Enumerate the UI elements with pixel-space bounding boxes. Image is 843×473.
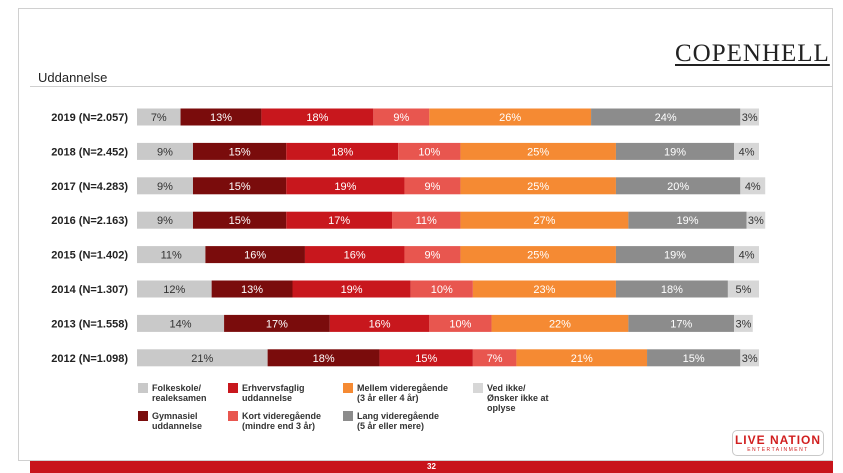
data-label: 18% <box>306 112 328 124</box>
legend-swatch <box>343 411 353 421</box>
category-label: 2019 (N=2.057) <box>51 112 128 124</box>
data-label: 16% <box>244 250 266 262</box>
legend-swatch <box>473 383 483 393</box>
legend-label: Lang videregående (5 år eller mere) <box>357 411 439 431</box>
legend-label: Folkeskole/ realeksamen <box>152 383 207 403</box>
legend-label: Mellem videregående (3 år eller 4 år) <box>357 383 448 403</box>
footer-bar: 32 <box>30 461 833 473</box>
data-label: 18% <box>661 284 683 296</box>
data-label: 15% <box>229 146 251 158</box>
data-label: 3% <box>748 215 764 227</box>
data-label: 26% <box>499 112 521 124</box>
data-label: 20% <box>667 181 689 193</box>
data-label: 3% <box>735 318 751 330</box>
legend-item-mellem_videregaaende: Mellem videregående (3 år eller 4 år) <box>343 383 448 403</box>
category-label: 2015 (N=1.402) <box>51 250 128 262</box>
data-label: 13% <box>241 284 263 296</box>
data-label: 4% <box>745 181 761 193</box>
legend-swatch <box>343 383 353 393</box>
data-label: 15% <box>415 353 437 365</box>
data-label: 18% <box>331 146 353 158</box>
data-label: 15% <box>229 215 251 227</box>
data-label: 19% <box>676 215 698 227</box>
brand-main-text: LIVE NATION <box>733 433 823 447</box>
category-label: 2012 (N=1.098) <box>51 353 128 365</box>
legend-item-gymnasiel: Gymnasiel uddannelse <box>138 411 202 431</box>
legend-label: Ved ikke/ Ønsker ikke at oplyse <box>487 383 558 413</box>
data-label: 7% <box>487 353 503 365</box>
legend-swatch <box>228 411 238 421</box>
brand-sub-text: ENTERTAINMENT <box>733 447 823 453</box>
data-label: 16% <box>369 318 391 330</box>
data-label: 4% <box>739 250 755 262</box>
data-label: 10% <box>418 146 440 158</box>
data-label: 9% <box>157 146 173 158</box>
data-label: 7% <box>151 112 167 124</box>
data-label: 9% <box>393 112 409 124</box>
data-label: 3% <box>742 353 758 365</box>
data-label: 13% <box>210 112 232 124</box>
category-label: 2017 (N=4.283) <box>51 181 128 193</box>
data-label: 19% <box>341 284 363 296</box>
data-label: 19% <box>664 250 686 262</box>
legend-swatch <box>138 383 148 393</box>
data-label: 9% <box>157 215 173 227</box>
data-label: 3% <box>742 112 758 124</box>
data-label: 11% <box>416 215 437 227</box>
data-label: 25% <box>527 146 549 158</box>
legend-item-erhvervsfaglig: Erhvervsfaglig uddannelse <box>228 383 305 403</box>
category-label: 2013 (N=1.558) <box>51 318 128 330</box>
data-label: 12% <box>163 284 185 296</box>
data-label: 21% <box>191 353 213 365</box>
legend-label: Gymnasiel uddannelse <box>152 411 202 431</box>
data-label: 15% <box>683 353 705 365</box>
legend-swatch <box>138 411 148 421</box>
category-label: 2014 (N=1.307) <box>51 284 128 296</box>
data-label: 22% <box>549 318 571 330</box>
data-label: 11% <box>161 250 182 262</box>
page-number: 32 <box>30 461 833 473</box>
legend-item-lang_videregaaende: Lang videregående (5 år eller mere) <box>343 411 439 431</box>
data-label: 9% <box>157 181 173 193</box>
data-label: 17% <box>670 318 692 330</box>
legend-label: Erhvervsfaglig uddannelse <box>242 383 305 403</box>
data-label: 18% <box>313 353 335 365</box>
data-label: 23% <box>533 284 555 296</box>
data-label: 14% <box>170 318 192 330</box>
data-label: 10% <box>449 318 471 330</box>
data-label: 5% <box>735 284 751 296</box>
data-label: 16% <box>344 250 366 262</box>
legend-label: Kort videregående (mindre end 3 år) <box>242 411 321 431</box>
data-label: 17% <box>266 318 288 330</box>
data-label: 9% <box>424 181 440 193</box>
data-label: 19% <box>664 146 686 158</box>
data-label: 25% <box>527 250 549 262</box>
category-label: 2018 (N=2.452) <box>51 146 128 158</box>
data-label: 25% <box>527 181 549 193</box>
data-label: 21% <box>571 353 593 365</box>
chart-legend: Folkeskole/ realeksamen Gymnasiel uddanne… <box>138 383 558 443</box>
data-label: 9% <box>424 250 440 262</box>
legend-item-kort_videregaaende: Kort videregående (mindre end 3 år) <box>228 411 321 431</box>
data-label: 4% <box>739 146 755 158</box>
legend-item-folkeskole: Folkeskole/ realeksamen <box>138 383 207 403</box>
legend-item-ved_ikke: Ved ikke/ Ønsker ikke at oplyse <box>473 383 558 413</box>
data-label: 27% <box>533 215 555 227</box>
data-label: 15% <box>229 181 251 193</box>
legend-swatch <box>228 383 238 393</box>
live-nation-logo: LIVE NATION ENTERTAINMENT <box>732 430 824 456</box>
data-label: 24% <box>655 112 677 124</box>
data-label: 17% <box>328 215 350 227</box>
data-label: 19% <box>334 181 356 193</box>
data-label: 10% <box>431 284 453 296</box>
category-label: 2016 (N=2.163) <box>51 215 128 227</box>
